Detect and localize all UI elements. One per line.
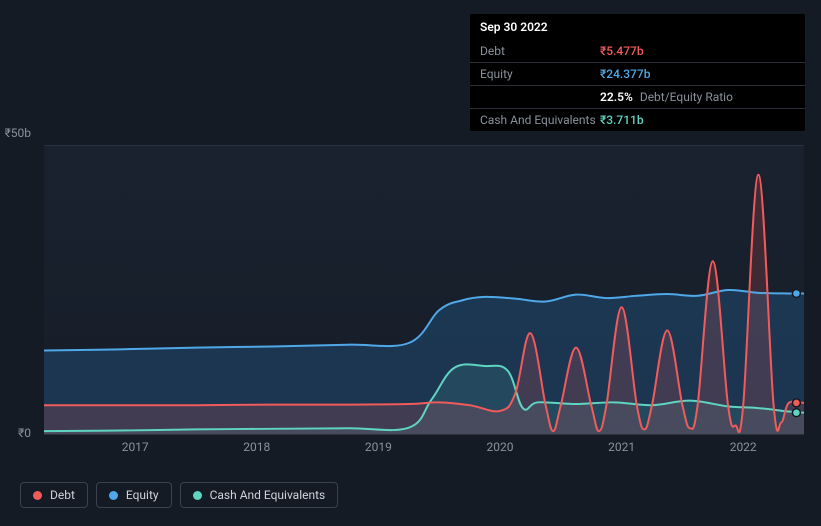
tooltip-row: Cash And Equivalents₹3.711b — [470, 109, 805, 131]
legend-item-cash[interactable]: Cash And Equivalents — [180, 482, 339, 508]
tooltip-date: Sep 30 2022 — [470, 14, 805, 40]
tooltip-row: 22.5% Debt/Equity Ratio — [470, 86, 805, 109]
legend-label: Cash And Equivalents — [210, 488, 326, 502]
legend-label: Debt — [50, 488, 75, 502]
tooltip-label: Equity — [480, 67, 600, 81]
x-axis-label: 2020 — [487, 440, 514, 454]
chart-svg — [44, 146, 804, 434]
tooltip-label: Cash And Equivalents — [480, 113, 600, 127]
tooltip-label: Debt — [480, 44, 600, 58]
tooltip-ratio: 22.5% Debt/Equity Ratio — [600, 90, 733, 104]
tooltip-value: ₹24.377b — [600, 67, 650, 81]
tooltip-value: ₹5.477b — [600, 44, 644, 58]
x-axis-label: 2019 — [365, 440, 392, 454]
legend-dot-icon — [193, 491, 202, 500]
legend-item-equity[interactable]: Equity — [96, 482, 172, 508]
y-axis-label: ₹50b — [0, 126, 31, 140]
x-axis: 2017 2018 2019 2020 2021 2022 — [44, 440, 804, 460]
chart-plot-area — [44, 145, 804, 435]
chart-tooltip: Sep 30 2022 Debt₹5.477bEquity₹24.377b22.… — [470, 14, 805, 131]
x-axis-label: 2017 — [122, 440, 149, 454]
tooltip-value: ₹3.711b — [600, 113, 644, 127]
tooltip-row: Debt₹5.477b — [470, 40, 805, 63]
legend-item-debt[interactable]: Debt — [20, 482, 88, 508]
legend-label: Equity — [126, 488, 159, 502]
x-axis-label: 2021 — [608, 440, 635, 454]
y-axis-label: ₹0 — [0, 426, 31, 440]
legend-dot-icon — [109, 491, 118, 500]
chart-legend: Debt Equity Cash And Equivalents — [20, 482, 338, 508]
tooltip-row: Equity₹24.377b — [470, 63, 805, 86]
legend-dot-icon — [33, 491, 42, 500]
tooltip-label — [480, 90, 600, 104]
x-axis-label: 2022 — [730, 440, 757, 454]
x-axis-label: 2018 — [243, 440, 270, 454]
